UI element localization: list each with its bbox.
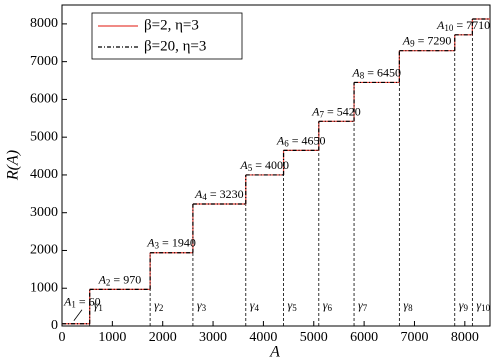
x-tick-label: 5000 — [300, 330, 328, 345]
y-tick-label: 8000 — [30, 16, 58, 31]
gamma-label-base: γ — [476, 298, 481, 312]
y-tick-label: 1000 — [30, 280, 58, 295]
gamma-label: γ4 — [250, 298, 260, 313]
gamma-label-sub: 1 — [98, 303, 103, 313]
level-label-arrow — [73, 309, 83, 321]
level-label: A5 = 4000 — [239, 158, 289, 173]
gamma-label: γ9 — [459, 298, 469, 313]
gamma-label-base: γ — [250, 298, 255, 312]
level-label-base: A — [436, 18, 445, 32]
gamma-label: γ3 — [197, 298, 207, 313]
gamma-label: γ2 — [154, 298, 163, 313]
gamma-label-sub: 6 — [328, 303, 333, 313]
gamma-label: γ6 — [323, 298, 333, 313]
gamma-label-base: γ — [459, 298, 464, 312]
gamma-label-sub: 7 — [363, 303, 368, 313]
level-label-base: A — [63, 294, 72, 308]
x-tick-label: 7000 — [400, 330, 428, 345]
gamma-label-sub: 8 — [408, 303, 413, 313]
level-label-base: A — [311, 104, 320, 118]
level-label-base: A — [351, 65, 360, 79]
gamma-label-sub: 3 — [202, 303, 207, 313]
x-tick-label: 4000 — [249, 330, 277, 345]
level-label-base: A — [402, 33, 411, 47]
level-label: A8 = 6450 — [351, 65, 401, 80]
gamma-label: γ7 — [358, 298, 368, 313]
level-label-rest: = 4650 — [289, 133, 326, 147]
y-tick-label: 7000 — [30, 54, 58, 69]
y-tick-label: 2000 — [30, 243, 58, 258]
gamma-label-sub: 9 — [463, 303, 468, 313]
level-label: A6 = 4650 — [276, 133, 326, 148]
level-label: A2 = 970 — [98, 272, 142, 287]
level-label: A4 = 3230 — [194, 187, 244, 202]
gamma-label-sub: 2 — [159, 303, 164, 313]
level-label-rest: = 4000 — [252, 158, 289, 172]
level-label-sub: 5 — [248, 163, 253, 173]
gamma-label-base: γ — [94, 298, 99, 312]
y-axis-label: R(A) — [5, 150, 22, 181]
y-tick-label: 3000 — [30, 205, 58, 220]
legend-label: β=20, η=3 — [144, 38, 206, 54]
level-label-sub: 6 — [284, 138, 289, 148]
gamma-label: γ10 — [476, 298, 490, 313]
gamma-label: γ1 — [94, 298, 103, 313]
level-label-rest: = 7290 — [415, 33, 452, 47]
level-label-base: A — [239, 158, 248, 172]
x-tick-label: 1000 — [98, 330, 126, 345]
level-label-rest: = 1940 — [159, 235, 196, 249]
gamma-label: γ8 — [403, 298, 413, 313]
plot-frame — [61, 4, 491, 327]
level-label: A10 = 7710 — [436, 18, 490, 33]
level-label-base: A — [194, 187, 203, 201]
level-label-sub: 10 — [444, 23, 454, 33]
x-tick-label: 2000 — [149, 330, 177, 345]
level-label-base: A — [98, 272, 107, 286]
level-label: A9 = 7290 — [402, 33, 452, 48]
gamma-label: γ5 — [288, 298, 298, 313]
x-axis-label: A — [269, 344, 280, 361]
level-label-base: A — [276, 133, 285, 147]
gamma-label-base: γ — [323, 298, 328, 312]
level-label-sub: 2 — [106, 277, 111, 287]
level-label-sub: 1 — [71, 300, 76, 310]
y-tick-label: 0 — [51, 318, 58, 333]
level-label-sub: 7 — [319, 109, 324, 119]
y-tick-label: 6000 — [30, 92, 58, 107]
legend-label: β=2, η=3 — [144, 17, 199, 33]
gamma-label-base: γ — [358, 298, 363, 312]
level-label: A1 = 60 — [63, 294, 101, 309]
level-label-rest: = 3230 — [207, 187, 244, 201]
level-label-rest: = 5420 — [324, 104, 361, 118]
gamma-label-base: γ — [197, 298, 202, 312]
x-tick-label: 3000 — [199, 330, 227, 345]
x-tick-label: 8000 — [451, 330, 479, 345]
level-label-rest: = 7710 — [453, 18, 490, 32]
level-label-sub: 9 — [410, 39, 415, 49]
gamma-label-sub: 5 — [292, 303, 297, 313]
gamma-label-sub: 4 — [255, 303, 260, 313]
level-label-sub: 8 — [360, 70, 365, 80]
level-label-sub: 3 — [155, 241, 160, 251]
gamma-label-base: γ — [154, 298, 159, 312]
level-label-rest: = 6450 — [364, 65, 401, 79]
level-label-rest: = 970 — [110, 272, 141, 286]
gamma-label-base: γ — [403, 298, 408, 312]
x-tick-label: 0 — [59, 330, 66, 345]
y-tick-label: 5000 — [30, 129, 58, 144]
legend-box — [91, 12, 243, 60]
y-tick-label: 4000 — [30, 167, 58, 182]
level-label-rest: = 60 — [76, 294, 101, 308]
level-label: A3 = 1940 — [146, 235, 196, 250]
level-label-sub: 4 — [202, 192, 207, 202]
gamma-label-sub: 10 — [481, 303, 491, 313]
level-label: A7 = 5420 — [311, 104, 361, 119]
gamma-label-base: γ — [288, 298, 293, 312]
x-tick-label: 6000 — [350, 330, 378, 345]
level-label-base: A — [146, 235, 155, 249]
